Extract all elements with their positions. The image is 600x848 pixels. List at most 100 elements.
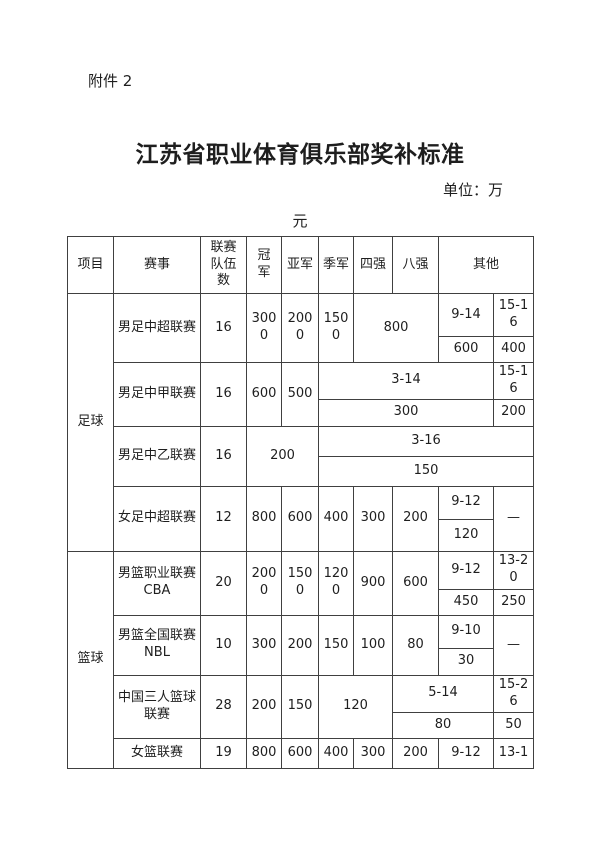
cell-third: 400 [318,737,354,769]
cell-event: 男篮职业联赛CBA [113,550,201,616]
header-third: 季军 [318,236,354,294]
cell-other-amount-a: 30 [438,647,494,676]
cell-top8: 600 [392,550,439,616]
cell-third: 150 [318,614,354,676]
table-subrow: 80 50 [68,711,535,739]
cell-top8: 200 [392,485,439,552]
cell-team-count: 12 [200,485,247,552]
cell-other-range-a: 9-12 [438,550,494,590]
cell-team-count: 28 [200,674,247,739]
cell-other-range-b: 15-16 [492,362,535,400]
cell-event: 男足中乙联赛 [113,425,201,487]
cell-merged-range: 3-16 [317,425,535,457]
cell-other-range-b: 15-26 [492,674,535,713]
cell-other-range-b: 13-1 [492,737,535,769]
cell-other-amount-a: 600 [438,336,494,363]
table-row: 女足中超联赛 12 800 600 400 300 200 9-12 — [68,485,535,552]
cell-champion: 2000 [246,550,282,616]
unit-note-line1: 单位：万 [442,181,503,199]
cell-champion: 800 [246,485,282,552]
cell-champion: 300 [246,614,282,676]
cell-top8: 80 [392,614,439,676]
table-subrow: 30 [68,647,534,676]
cell-third: 400 [318,485,354,552]
cell-runner-up: 600 [281,485,319,552]
cell-event: 中国三人篮球联赛 [113,674,201,739]
cell-team-count: 10 [200,614,247,676]
cell-event: 女足中超联赛 [113,485,201,552]
cell-runner-up: 600 [281,737,319,769]
page-title: 江苏省职业体育俱乐部奖补标准 [135,142,465,168]
unit-note-line2: 元 [292,212,308,230]
cell-merged-amount: 80 [392,711,494,739]
cell-team-count: 19 [200,737,247,769]
cell-top4: 900 [353,550,393,616]
cell-event: 男篮全国联赛NBL [113,614,201,676]
cell-event: 男足中超联赛 [113,293,201,363]
cell-merged-range: 3-14 [318,362,494,400]
cell-team-count: 20 [200,550,247,616]
cell-third: 1500 [318,293,354,363]
header-champion: 冠 军 [246,236,282,294]
cell-event: 男足中甲联赛 [113,362,201,427]
cell-top4: 100 [353,614,393,676]
cell-team-count: 16 [200,425,247,487]
header-runner-up: 亚军 [281,236,319,294]
table-subrow: 450 250 [68,588,535,616]
cell-champion-runner-up-merged: 200 [246,425,319,487]
table-row: 女篮联赛 19 800 600 400 300 200 9-12 13-1 [68,737,535,769]
cell-team-count: 16 [200,362,247,427]
attachment-label: 附件 2 [88,72,133,90]
cell-merged-range: 5-14 [392,674,494,713]
cell-other-dash: — [492,485,535,552]
cell-other-range-a: 9-14 [438,293,494,337]
cell-other-range-a: 9-12 [438,485,494,520]
table-row: 男篮全国联赛NBL 10 300 200 150 100 80 9-10 — [68,614,535,676]
header-top8: 八强 [392,236,439,294]
table-row: 篮球 男篮职业联赛CBA 20 2000 1500 1200 900 600 9… [67,550,535,769]
table-row: 男足中甲联赛 16 600 500 3-14 15-16 [68,362,535,427]
cell-runner-up: 200 [281,614,319,676]
cell-other-range-a: 9-10 [438,614,494,649]
cell-other-amount-a: 450 [438,588,494,616]
table-row: 足球 男足中超联赛 16 3000 2000 1500 800 9-14 15-… [67,293,535,552]
table-row: 中国三人篮球联赛 28 200 150 120 5-14 15-26 [68,674,535,739]
cell-runner-up: 150 [281,674,319,739]
cell-team-count: 16 [200,293,247,363]
cell-third: 1200 [318,550,354,616]
cell-merged-amount: 150 [317,455,535,487]
cell-champion: 800 [246,737,282,769]
cell-top4: 300 [353,737,393,769]
table-row: 男足中乙联赛 16 200 3-16 [68,425,535,487]
table-subrow: 150 [68,455,535,487]
cell-sport-football: 足球 [67,293,114,552]
cell-runner-up: 1500 [281,550,319,616]
cell-other-range-a: 9-12 [438,737,494,769]
cell-top8: 200 [392,737,439,769]
cell-runner-up: 500 [281,362,319,427]
cell-runner-up: 2000 [281,293,319,363]
cell-other-amount-b: 200 [492,398,535,427]
header-project: 项目 [67,236,114,294]
header-team-count: 联赛 队伍 数 [200,236,247,294]
cell-third-top4-merged: 120 [318,674,393,739]
header-top4: 四强 [353,236,393,294]
cell-other-range-b: 13-20 [492,550,535,590]
reward-standard-table: 项目 赛事 联赛 队伍 数 冠 军 亚军 季军 四强 八强 其他 足球 男足中超… [67,236,535,769]
header-row: 项目 赛事 联赛 队伍 数 冠 军 亚军 季军 四强 八强 其他 [67,236,535,294]
cell-champion: 600 [246,362,282,427]
cell-top4-top8-merged: 800 [353,293,439,363]
header-other: 其他 [437,236,535,294]
cell-sport-basketball: 篮球 [67,550,114,769]
cell-champion: 3000 [246,293,282,363]
cell-champion: 200 [246,674,282,739]
cell-event: 女篮联赛 [113,737,201,769]
table-subrow: 600 400 [68,336,535,363]
cell-other-amount-b: 400 [492,336,535,363]
header-event: 赛事 [113,236,201,294]
cell-other-dash: — [492,614,535,676]
cell-other-amount-b: 250 [492,588,535,616]
cell-other-amount-a: 120 [438,518,494,552]
cell-other-amount-b: 50 [492,711,535,739]
